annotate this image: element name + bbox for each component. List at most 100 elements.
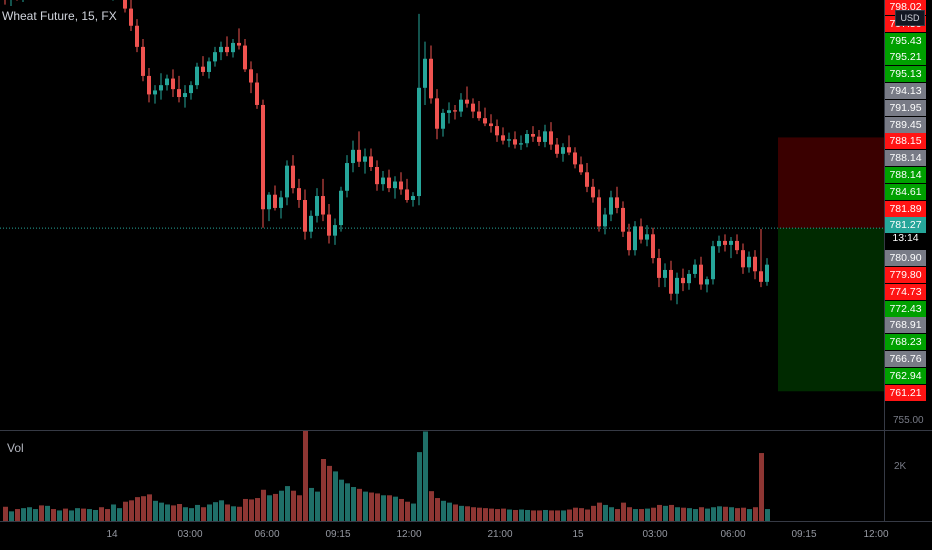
candle[interactable]: [321, 178, 325, 222]
candle[interactable]: [603, 207, 607, 235]
candle[interactable]: [21, 0, 25, 2]
candle[interactable]: [135, 19, 139, 53]
candle[interactable]: [729, 236, 733, 259]
candle[interactable]: [723, 234, 727, 252]
candle[interactable]: [285, 160, 289, 206]
candle[interactable]: [399, 172, 403, 195]
candle[interactable]: [201, 56, 205, 76]
candle[interactable]: [663, 263, 667, 288]
candle[interactable]: [615, 186, 619, 214]
candle[interactable]: [207, 57, 211, 79]
candle[interactable]: [735, 234, 739, 255]
stop-loss-zone[interactable]: [778, 137, 884, 229]
candle[interactable]: [759, 229, 763, 288]
candle[interactable]: [369, 148, 373, 171]
candle[interactable]: [183, 85, 187, 108]
candle[interactable]: [495, 119, 499, 142]
candle[interactable]: [393, 176, 397, 199]
candle[interactable]: [249, 61, 253, 94]
candle[interactable]: [561, 143, 565, 162]
candle[interactable]: [189, 81, 193, 100]
candle[interactable]: [423, 41, 427, 105]
candle[interactable]: [261, 99, 265, 228]
candle[interactable]: [489, 114, 493, 133]
candle[interactable]: [567, 135, 571, 156]
candle[interactable]: [549, 122, 553, 150]
candle[interactable]: [213, 46, 217, 67]
candle[interactable]: [279, 190, 283, 219]
candle[interactable]: [573, 147, 577, 169]
candle[interactable]: [291, 155, 295, 194]
candle[interactable]: [315, 188, 319, 223]
candle[interactable]: [339, 186, 343, 232]
candle[interactable]: [9, 0, 13, 6]
candle[interactable]: [435, 89, 439, 140]
candle[interactable]: [177, 75, 181, 103]
candle[interactable]: [309, 210, 313, 239]
candle[interactable]: [195, 62, 199, 90]
candle[interactable]: [429, 45, 433, 104]
candle[interactable]: [411, 192, 415, 207]
candle[interactable]: [471, 98, 475, 119]
candle[interactable]: [585, 163, 589, 193]
candle[interactable]: [231, 38, 235, 58]
candle[interactable]: [645, 225, 649, 247]
candle[interactable]: [621, 201, 625, 237]
candle[interactable]: [243, 38, 247, 72]
candle[interactable]: [237, 28, 241, 50]
candle[interactable]: [303, 189, 307, 240]
candle[interactable]: [591, 178, 595, 203]
currency-badge[interactable]: USD: [895, 10, 925, 26]
candle[interactable]: [387, 169, 391, 193]
candle[interactable]: [687, 269, 691, 290]
candle[interactable]: [123, 0, 127, 13]
candle[interactable]: [375, 160, 379, 191]
candle[interactable]: [597, 189, 601, 232]
candle[interactable]: [111, 0, 115, 1]
candle[interactable]: [153, 85, 157, 104]
candle[interactable]: [447, 102, 451, 124]
candle[interactable]: [693, 259, 697, 278]
candle[interactable]: [531, 126, 535, 142]
candle[interactable]: [579, 156, 583, 175]
candle[interactable]: [681, 268, 685, 292]
candle[interactable]: [477, 101, 481, 121]
candle[interactable]: [765, 258, 769, 286]
volume-label[interactable]: Vol: [7, 441, 24, 455]
candle[interactable]: [609, 190, 613, 222]
candle[interactable]: [717, 235, 721, 253]
take-profit-zone[interactable]: [778, 228, 884, 392]
candle[interactable]: [165, 74, 169, 91]
candle[interactable]: [483, 107, 487, 127]
candle[interactable]: [543, 124, 547, 148]
candle[interactable]: [675, 272, 679, 305]
candle[interactable]: [453, 104, 457, 120]
candle[interactable]: [129, 0, 133, 32]
candle[interactable]: [537, 130, 541, 146]
price-chart[interactable]: [0, 0, 884, 430]
time-axis[interactable]: 14 03:00 06:00 09:15 12:00 21:00 15 03:00 06:00 0…: [0, 521, 932, 550]
candle[interactable]: [3, 0, 7, 5]
candle[interactable]: [441, 108, 445, 137]
candle[interactable]: [15, 0, 19, 1]
candle[interactable]: [141, 38, 145, 82]
candle[interactable]: [747, 251, 751, 273]
candle[interactable]: [147, 68, 151, 103]
candle[interactable]: [513, 131, 517, 149]
candle[interactable]: [459, 93, 463, 117]
candle[interactable]: [327, 203, 331, 244]
candle[interactable]: [171, 69, 175, 98]
candle[interactable]: [525, 130, 529, 148]
candle[interactable]: [519, 135, 523, 150]
candle[interactable]: [465, 86, 469, 108]
candle[interactable]: [501, 127, 505, 145]
candle[interactable]: [273, 185, 277, 211]
candle[interactable]: [405, 178, 409, 203]
candle[interactable]: [267, 192, 271, 222]
candle[interactable]: [699, 256, 703, 290]
candle[interactable]: [159, 73, 163, 100]
candle[interactable]: [627, 223, 631, 256]
candle[interactable]: [225, 36, 229, 57]
pane-separator[interactable]: [0, 430, 932, 431]
candle[interactable]: [555, 137, 559, 158]
